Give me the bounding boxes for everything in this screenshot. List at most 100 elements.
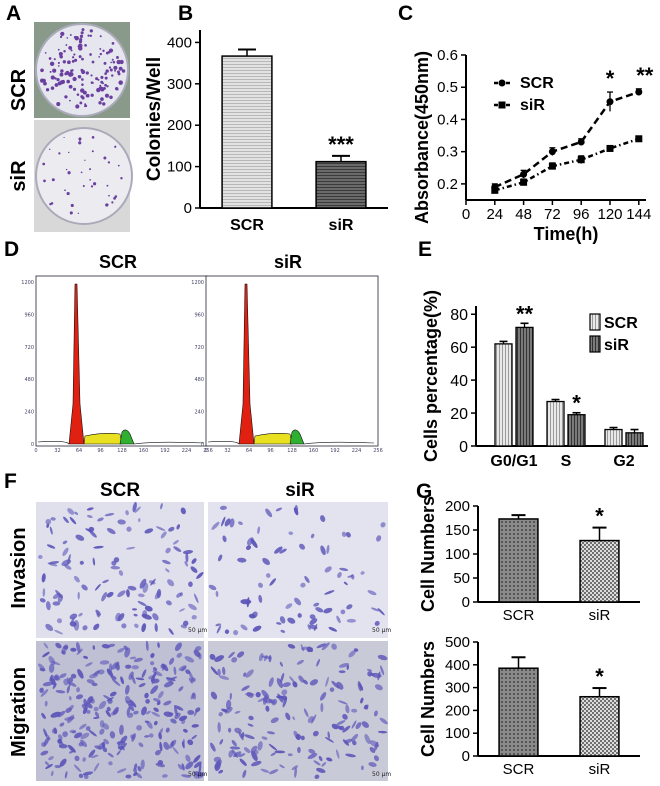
y-tick-label: 100 [445, 546, 470, 563]
stained-cell [307, 624, 311, 631]
colony-dot [100, 97, 104, 101]
stained-cell [172, 540, 179, 545]
colony-dot [57, 81, 62, 86]
colony-dot [90, 74, 93, 77]
flow-tick-label: 960 [24, 312, 34, 318]
stained-cell [137, 766, 142, 772]
stained-cell [166, 677, 176, 682]
colony-dot [99, 48, 102, 50]
stained-cell [50, 770, 54, 777]
stained-cell [363, 704, 369, 710]
stained-cell [183, 728, 188, 733]
stained-cell [222, 535, 227, 543]
y-tick-label: 0.6 [437, 47, 458, 64]
stained-cell [292, 716, 295, 721]
stained-cell [77, 591, 80, 600]
stained-cell [285, 603, 293, 609]
colony-dot [80, 171, 83, 174]
flow-tick-label: 240 [194, 410, 204, 416]
stained-cell [157, 691, 164, 699]
stained-cell [78, 773, 84, 779]
colony-dot [120, 177, 123, 180]
stained-cell [328, 626, 338, 632]
stained-cell [258, 582, 263, 588]
colony-dot [81, 83, 84, 86]
stained-cell [56, 618, 63, 624]
stained-cell [177, 763, 183, 770]
stained-cell [234, 727, 242, 734]
colony-dot [44, 52, 47, 54]
colony-dot [91, 150, 94, 153]
stained-cell [269, 578, 277, 586]
stained-cell [351, 733, 359, 742]
stained-cell [82, 757, 86, 762]
stained-cell [144, 528, 154, 534]
stained-cell [351, 720, 357, 729]
colony-dot [61, 52, 63, 55]
stained-cell [178, 715, 188, 722]
colony-dot [89, 34, 93, 38]
stained-cell [294, 504, 299, 515]
stained-cell [240, 599, 252, 605]
y-tick-label: 500 [445, 634, 470, 651]
stained-cell [59, 673, 67, 679]
stained-cell [268, 654, 272, 663]
stained-cell [339, 567, 349, 571]
y-tick-label: 0 [462, 748, 470, 765]
colony-dot [77, 212, 79, 214]
colony-dot [79, 34, 84, 39]
stained-cell [86, 507, 94, 511]
stained-cell [130, 734, 135, 739]
stained-cell [373, 710, 378, 717]
stained-cell [92, 557, 96, 566]
stained-cell [217, 722, 221, 733]
stained-cell [268, 677, 274, 687]
stained-cell [265, 573, 271, 578]
stained-cell [58, 744, 68, 749]
data-point [606, 144, 614, 152]
stained-cell [245, 692, 255, 696]
colony-dot [114, 195, 118, 198]
stained-cell [297, 613, 302, 618]
stained-cell [165, 547, 171, 554]
stained-cell [245, 545, 252, 551]
stained-cell [166, 600, 172, 606]
stained-cell [154, 623, 158, 633]
stained-cell [44, 761, 50, 766]
stained-cell [345, 753, 356, 758]
flow-tick-label: 960 [194, 312, 204, 318]
significance-marker: * [572, 391, 581, 416]
stained-cell [67, 714, 75, 724]
colony-dot [90, 93, 94, 97]
stained-cell [193, 593, 199, 604]
x-tick-label: 96 [573, 206, 590, 223]
bar-scr [494, 343, 513, 447]
bar-sir [567, 414, 586, 447]
stained-cell [110, 565, 121, 570]
colony-dot [81, 57, 84, 61]
scale-bar-label-2: 50 μm [372, 627, 391, 634]
stained-cell [62, 731, 68, 738]
stained-cell [210, 666, 218, 676]
y-tick-label: 100 [167, 159, 192, 176]
colony-dot [77, 45, 80, 48]
stained-cell [276, 622, 282, 625]
colony-dot [54, 83, 59, 87]
flow-tick-label: 96 [97, 448, 103, 454]
stained-cell [64, 771, 68, 779]
stained-cell [82, 625, 88, 631]
stained-cell [109, 691, 117, 697]
x-tick-label: 24 [486, 206, 503, 223]
stained-cell [369, 740, 380, 748]
stained-cell [376, 535, 382, 542]
stained-cell [173, 546, 182, 552]
stained-cell [194, 646, 202, 651]
stained-cell [40, 689, 49, 697]
stained-cell [280, 672, 285, 683]
stained-cell [318, 755, 323, 762]
stained-cell [320, 545, 326, 556]
stained-cell [148, 675, 154, 680]
colony-dot [91, 136, 95, 139]
colony-dot [85, 71, 89, 75]
stained-cell [154, 749, 161, 756]
